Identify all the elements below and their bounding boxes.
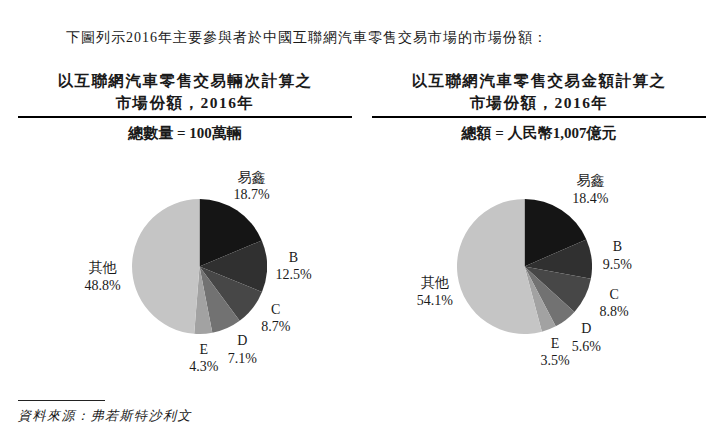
slice-label: D5.6% [572,320,601,355]
slice-name: B [275,248,311,266]
slice-name: E [540,334,569,352]
source-rule [18,400,105,401]
slice-label: D7.1% [228,332,257,367]
slice-name: 其他 [417,274,453,292]
chart-title-line1: 以互聯網汽車零售交易輛次計算之 [18,70,352,92]
document-page: 下圖列示2016年主要參與者於中國互聯網汽車零售交易市場的市場份額： 以互聯網汽… [0,0,724,446]
slice-percent: 54.1% [417,291,453,309]
slice-name: B [603,238,632,256]
slice-name: E [189,340,218,358]
slice-label: 其他48.8% [84,259,120,294]
chart-header-value: 以互聯網汽車零售交易金額計算之 市場份額，2016年 總額 = 人民幣1,007… [372,70,706,118]
slice-percent: 3.5% [540,352,569,370]
slice-name: 易鑫 [233,168,269,186]
slice-percent: 18.4% [572,189,608,207]
chart-title-line1: 以互聯網汽車零售交易金額計算之 [372,70,706,92]
pie-chart-volume [132,199,267,334]
slice-name: C [600,285,629,303]
chart-title-line2: 市場份額，2016年 [372,92,706,114]
slice-percent: 8.7% [261,318,290,336]
slice-name: C [261,300,290,318]
slice-label: C8.7% [261,300,290,335]
source-note: 資料來源：弗若斯特沙利文 [18,407,192,425]
pie-chart-value [457,199,592,334]
slice-label: B12.5% [275,248,311,283]
slice-percent: 12.5% [275,266,311,284]
slice-name: D [228,332,257,350]
slice-name: 其他 [84,259,120,277]
slice-percent: 9.5% [603,255,632,273]
chart-title-line2: 市場份額，2016年 [18,92,352,114]
slice-percent: 18.7% [233,186,269,204]
header-rule [18,116,352,118]
slice-label: 其他54.1% [417,274,453,309]
header-rule [372,116,706,118]
chart-total-label: 總額 = 人民幣1,007億元 [462,124,617,143]
slice-label: C8.8% [600,285,629,320]
chart-header-volume: 以互聯網汽車零售交易輛次計算之 市場份額，2016年 總數量 = 100萬輛 [18,70,352,118]
slice-name: 易鑫 [572,172,608,190]
slice-name: D [572,320,601,338]
slice-percent: 7.1% [228,349,257,367]
slice-label: E3.5% [540,334,569,369]
slice-label: B9.5% [603,238,632,273]
slice-percent: 4.3% [189,358,218,376]
slice-label: E4.3% [189,340,218,375]
slice-percent: 48.8% [84,276,120,294]
slice-label: 易鑫18.7% [233,168,269,203]
chart-total-label: 總數量 = 100萬輛 [128,124,242,143]
slice-percent: 5.6% [572,337,601,355]
slice-percent: 8.8% [600,303,629,321]
slice-label: 易鑫18.4% [572,172,608,207]
page-title: 下圖列示2016年主要參與者於中國互聯網汽車零售交易市場的市場份額： [66,29,548,47]
pie-slice-其他 [132,199,199,334]
